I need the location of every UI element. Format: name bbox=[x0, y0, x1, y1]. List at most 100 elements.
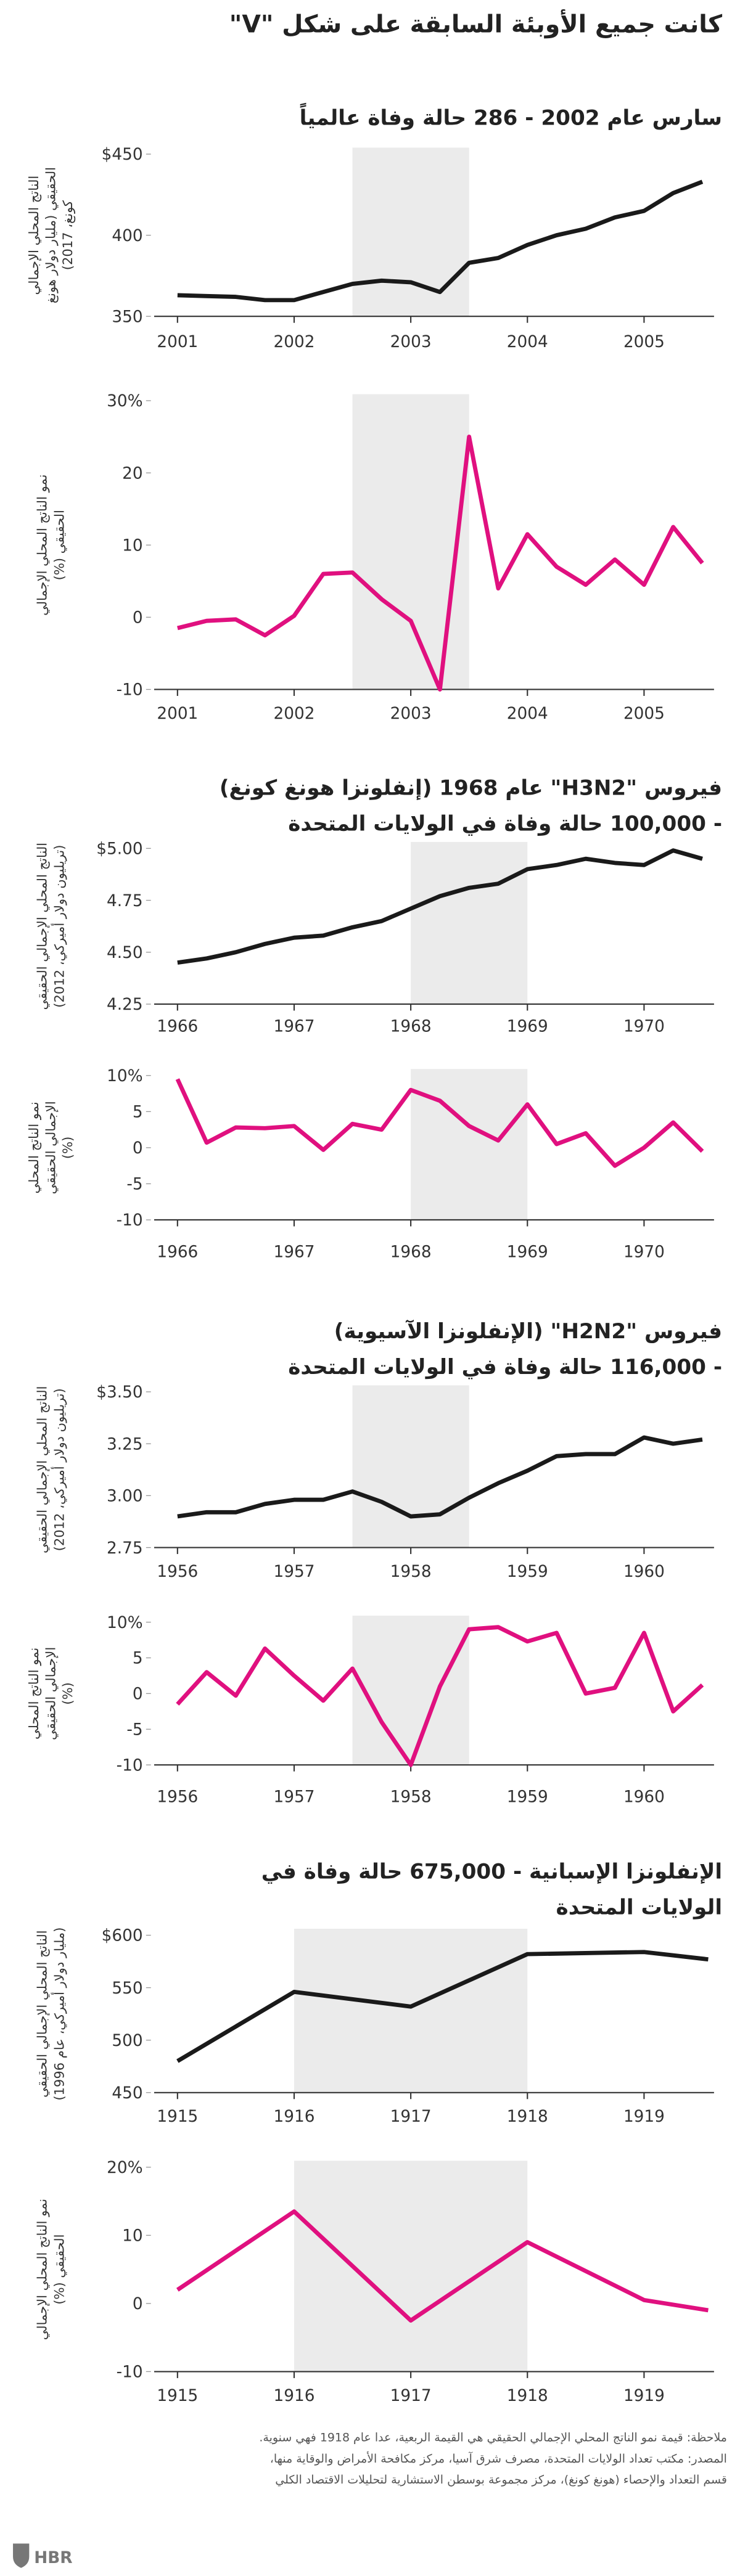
x-tick-label: 2004 bbox=[507, 705, 548, 723]
x-tick-label: 1957 bbox=[274, 1563, 315, 1581]
y-tick-label: 3.00 bbox=[107, 1487, 143, 1506]
y-axis-title: (تريليون دولار أميركي، 2012) bbox=[51, 845, 67, 1008]
x-tick-label: 1917 bbox=[390, 2108, 432, 2126]
line-chart: $3.50 3.25 3.00 2.75 1956 1957 1958 1959 1960 الن… bbox=[35, 1383, 714, 1581]
section-title: الإنفلونزا الإسبانية - 675,000 حالة وفاة… bbox=[261, 1859, 722, 1884]
section-title: - 116,000 حالة وفاة في الولايات المتحدة bbox=[288, 1355, 722, 1380]
y-axis-title: (مليار دولار أميركي، عام 1996) bbox=[51, 1928, 67, 2101]
data-line bbox=[177, 179, 704, 303]
note: ملاحظة: قيمة نمو الناتج المحلي الإجمالي … bbox=[259, 2431, 727, 2445]
pandemic-period bbox=[411, 1069, 528, 1220]
y-tick-label: $5.00 bbox=[96, 840, 142, 859]
x-tick-label: 1918 bbox=[507, 2108, 548, 2126]
y-tick-label: 400 bbox=[112, 227, 142, 245]
y-tick-label: 350 bbox=[112, 308, 142, 326]
x-tick-label: 2001 bbox=[157, 705, 198, 723]
section-title: - 100,000 حالة وفاة في الولايات المتحدة bbox=[288, 811, 722, 836]
y-axis-title: الناتج المحلي الإجمالي الحقيقي bbox=[35, 1930, 50, 2098]
section-title: فيروس "H2N2" (الإنفلونزا الآسيوية) bbox=[334, 1319, 722, 1344]
note: قسم التعداد والإحصاء (هونغ كونغ)، مركز م… bbox=[275, 2473, 727, 2487]
line-chart: 10% 5 0 -5 -10 1966 1967 1968 1969 1970 نمو الناتج… bbox=[26, 1067, 714, 1261]
y-axis-title: نمو الناتج المحلي الإجمالي bbox=[35, 475, 50, 616]
x-tick-label: 1919 bbox=[623, 2108, 665, 2126]
y-tick-label: 0 bbox=[133, 1685, 143, 1704]
data-line bbox=[175, 1078, 704, 1168]
y-tick-label: 10% bbox=[107, 1067, 142, 1086]
main-title: كانت جميع الأوبئة السابقة على شكل "V" bbox=[229, 9, 722, 39]
y-tick-label: $450 bbox=[102, 145, 143, 164]
x-tick-label: 1917 bbox=[390, 2387, 432, 2405]
note: المصدر: مكتب تعداد الولايات المتحدة، مصر… bbox=[270, 2451, 727, 2466]
y-axis-title: الحقيقي (%) bbox=[51, 510, 67, 580]
y-axis-title: نمو الناتج المحلي bbox=[26, 1648, 41, 1740]
y-axis-title: (%) bbox=[60, 1137, 75, 1159]
data-line bbox=[177, 1435, 703, 1519]
x-tick-label: 2005 bbox=[623, 333, 665, 351]
y-tick-label: 0 bbox=[133, 609, 143, 628]
y-tick-label: -10 bbox=[117, 2363, 143, 2382]
x-tick-label: 2002 bbox=[274, 333, 315, 351]
logo-shield bbox=[13, 2543, 30, 2568]
y-axis-title: الحقيقي (%) bbox=[51, 2235, 67, 2305]
y-tick-label: $600 bbox=[102, 1927, 143, 1945]
x-tick-label: 1957 bbox=[274, 1788, 315, 1807]
pandemic-period bbox=[352, 1616, 469, 1765]
x-tick-label: 1969 bbox=[507, 1018, 548, 1036]
logo-text: HBR bbox=[34, 2549, 72, 2567]
y-tick-label: 2.75 bbox=[107, 1539, 143, 1558]
y-axis-title: الحقيقي (مليار دولار هونغ bbox=[43, 167, 58, 303]
y-axis-title: كونغ، 2017) bbox=[60, 200, 75, 270]
x-tick-label: 1967 bbox=[274, 1018, 315, 1036]
data-line bbox=[176, 1950, 709, 2063]
x-tick-label: 2005 bbox=[623, 705, 665, 723]
line-chart: $5.00 4.75 4.50 4.25 1966 1967 1968 1969 1970 الن… bbox=[35, 840, 714, 1036]
line-chart: 30% 20 10 0 -10 2001 2002 2003 2004 2005 نمو النات… bbox=[35, 392, 714, 723]
x-tick-label: 1966 bbox=[157, 1018, 198, 1036]
y-tick-label: 3.25 bbox=[107, 1435, 143, 1454]
y-axis-title: الناتج المحلي الإجمالي bbox=[26, 176, 41, 295]
data-line bbox=[177, 848, 703, 965]
x-tick-label: 2001 bbox=[157, 333, 198, 351]
x-tick-label: 1969 bbox=[507, 1243, 548, 1261]
x-tick-label: 1968 bbox=[390, 1018, 432, 1036]
pandemic-period bbox=[352, 147, 469, 317]
x-tick-label: 1967 bbox=[274, 1243, 315, 1261]
x-tick-label: 1959 bbox=[507, 1788, 548, 1807]
x-tick-label: 1918 bbox=[507, 2387, 548, 2405]
line-chart: $450 400 350 2001 2002 2003 2004 2005 الناتج الم… bbox=[26, 145, 714, 351]
x-tick-label: 2003 bbox=[390, 333, 432, 351]
y-tick-label: 0 bbox=[133, 2295, 143, 2313]
pandemic-period bbox=[352, 1385, 469, 1548]
pandemic-period bbox=[411, 841, 528, 1004]
y-tick-label: 4.75 bbox=[107, 892, 143, 910]
x-tick-label: 2002 bbox=[274, 705, 315, 723]
line-chart: $600 550 500 450 1915 1916 1917 1918 1919 الناتج … bbox=[35, 1927, 714, 2126]
y-tick-label: 5 bbox=[133, 1103, 143, 1122]
x-tick-label: 1916 bbox=[274, 2387, 315, 2405]
y-axis-title: الإجمالي الحقيقي bbox=[43, 1647, 58, 1740]
y-tick-label: 10% bbox=[107, 1614, 142, 1632]
y-tick-label: -5 bbox=[126, 1176, 142, 1194]
y-tick-label: -10 bbox=[117, 681, 143, 700]
x-tick-label: 1960 bbox=[623, 1788, 665, 1807]
line-chart: 20% 10 0 -10 1915 1916 1917 1918 1919 نمو الناتج … bbox=[35, 2159, 714, 2405]
x-tick-label: 1919 bbox=[623, 2387, 665, 2405]
x-tick-label: 1916 bbox=[274, 2108, 315, 2126]
y-axis-title: نمو الناتج المحلي الإجمالي bbox=[35, 2199, 50, 2340]
y-tick-label: $3.50 bbox=[96, 1383, 142, 1402]
y-tick-label: 20% bbox=[107, 2159, 142, 2177]
pandemic-period bbox=[352, 394, 469, 690]
section-title: فيروس "H3N2" عام 1968 (إنفلونزا هونغ كون… bbox=[220, 775, 722, 800]
section-title: سارس عام 2002 - 286 حالة وفاة عالمياً bbox=[300, 102, 722, 131]
x-tick-label: 1970 bbox=[623, 1018, 665, 1036]
data-line bbox=[176, 2209, 709, 2323]
x-tick-label: 2003 bbox=[390, 705, 432, 723]
x-tick-label: 1968 bbox=[390, 1243, 432, 1261]
y-axis-title: الإجمالي الحقيقي bbox=[43, 1101, 58, 1194]
x-tick-label: 1956 bbox=[157, 1563, 198, 1581]
y-tick-label: 550 bbox=[112, 1979, 142, 1998]
y-tick-label: 10 bbox=[122, 536, 142, 555]
y-axis-title: (%) bbox=[60, 1682, 75, 1704]
y-tick-label: -10 bbox=[117, 1211, 143, 1230]
